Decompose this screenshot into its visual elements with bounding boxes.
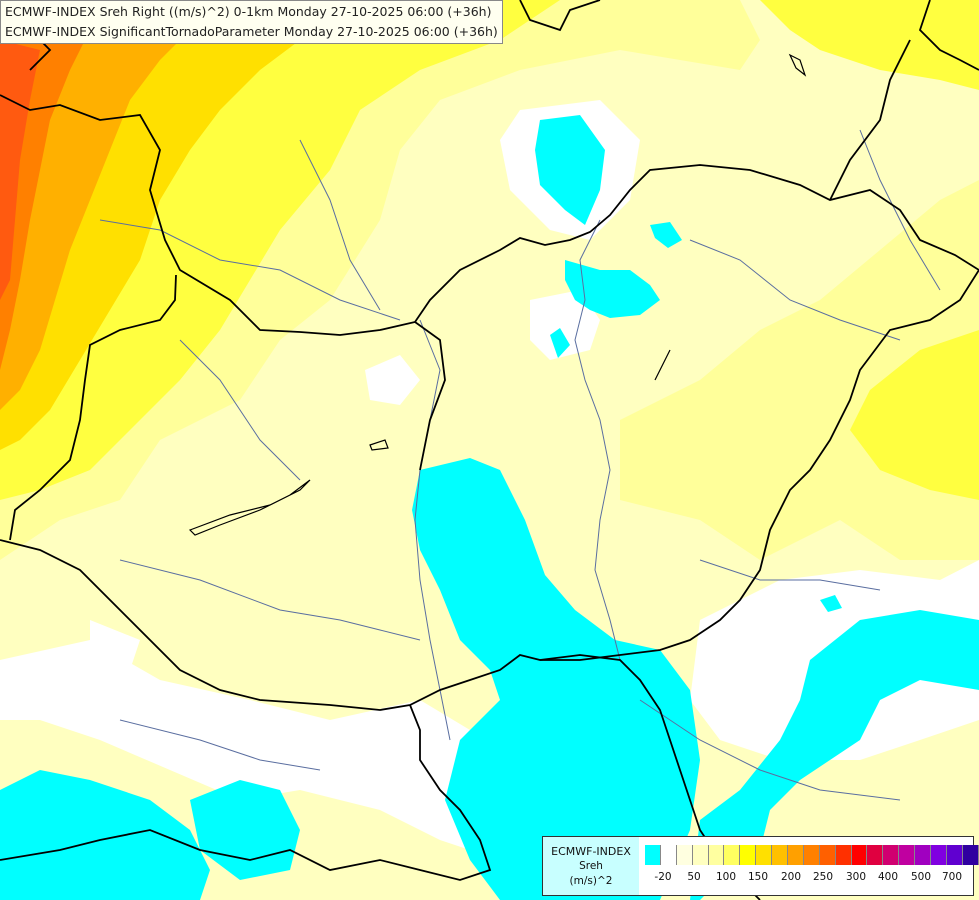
legend-swatch [708,845,725,865]
legend-swatch [962,845,979,865]
legend-swatch [756,845,773,865]
legend-tick-label: 100 [715,871,737,883]
legend-swatch [915,845,932,865]
sreh-negative-sw [0,770,210,900]
legend-tick-label: 300 [845,871,867,883]
legend-swatch [692,845,709,865]
lakes [188,53,807,536]
legend-swatch [676,845,693,865]
legend-swatch [851,845,868,865]
legend-tick-label: -20 [654,871,672,883]
legend-parameter: Sreh [579,860,603,872]
legend-tick-label: 150 [747,871,769,883]
sreh-negative-small-b [550,328,570,358]
legend-swatches [645,845,979,865]
legend-swatch [740,845,757,865]
legend-tick-label: 700 [941,871,963,883]
sreh-negative-north [535,115,605,225]
legend-swatch [867,845,884,865]
title-line-2: ECMWF-INDEX SignificantTornadoParameter … [5,24,498,39]
legend-swatch [883,845,900,865]
sreh-contour-zero-left [90,620,140,670]
sreh-negative-east [690,610,979,900]
legend-swatch [931,845,947,865]
sreh-contour-300 [0,40,40,300]
legend-swatch [788,845,804,865]
legend-tick-label: 250 [812,871,834,883]
legend-swatch [724,845,741,865]
sreh-negative-central [412,458,700,900]
title-line-1: ECMWF-INDEX Sreh Right ((m/s)^2) 0-1km M… [5,4,492,19]
sreh-negative-small-c [820,595,842,612]
legend-tick-label: 500 [910,871,932,883]
sreh-contour-100-ne [760,0,979,90]
legend-tick-label: 50 [687,871,701,883]
legend-swatch [660,845,677,865]
sreh-negative-small-a [650,222,682,248]
legend-swatch [899,845,916,865]
legend-label-box: ECMWF-INDEX Sreh (m/s)^2 [543,837,639,895]
legend-tick-label: 200 [780,871,802,883]
sreh-contour-zero-small [365,355,420,405]
legend-model: ECMWF-INDEX [551,845,631,858]
legend-unit: (m/s)^2 [569,875,613,887]
map-title-box: ECMWF-INDEX Sreh Right ((m/s)^2) 0-1km M… [0,0,503,44]
legend-tick-label: 400 [877,871,899,883]
legend-swatch [772,845,789,865]
legend-ticks: -20 50 100 150 200 250 300 400 500 700 [645,871,975,887]
sreh-contour-zero-south [0,640,540,860]
legend-swatch [645,845,661,865]
sreh-negative-slovakia [565,260,660,318]
color-legend: ECMWF-INDEX Sreh (m/s)^2 -20 50 100 150 200 2… [542,836,979,896]
legend-swatch [946,845,963,865]
legend-swatch [835,845,852,865]
sreh-contour-zero-center [530,290,600,360]
rivers [99,129,941,801]
sreh-contour-100-east [850,330,979,500]
sreh-contour-200 [0,0,230,410]
legend-swatch [819,845,836,865]
legend-swatch [803,845,820,865]
